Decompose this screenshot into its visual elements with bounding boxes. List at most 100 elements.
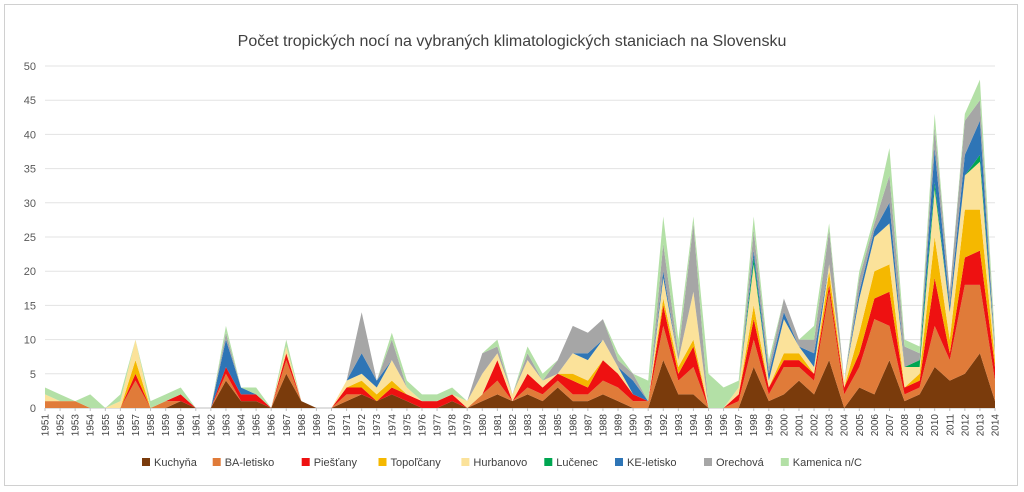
x-tick-label: 1980 (478, 414, 489, 437)
legend-label-3: Topoľčany (391, 457, 442, 469)
series-area-2 (45, 250, 995, 408)
x-tick-label: 1988 (598, 414, 609, 437)
y-tick-label: 25 (24, 232, 36, 244)
x-tick-label: 1957 (131, 414, 142, 437)
x-tick-label: 2007 (885, 414, 896, 437)
y-tick-label: 15 (24, 300, 36, 312)
x-tick-label: 1998 (749, 414, 760, 437)
legend-swatch-1 (212, 458, 221, 466)
x-tick-label: 1968 (297, 414, 308, 437)
x-tick-label: 1954 (86, 414, 97, 437)
x-tick-label: 1974 (387, 414, 398, 437)
legend-swatch-0 (142, 458, 150, 466)
legend-label-5: Lučenec (556, 457, 598, 469)
y-tick-label: 0 (30, 403, 36, 415)
x-tick-label: 2005 (855, 414, 866, 437)
y-tick-label: 50 (24, 61, 36, 73)
x-tick-label: 1984 (538, 414, 549, 437)
y-tick-label: 30 (24, 198, 36, 210)
x-tick-label: 1956 (116, 414, 127, 437)
legend-label-2: Piešťany (314, 457, 358, 469)
y-tick-label: 45 (24, 95, 36, 107)
x-tick-label: 1987 (583, 414, 594, 437)
legend-swatch-2 (301, 458, 310, 466)
x-tick-label: 2000 (779, 414, 790, 437)
x-tick-label: 2013 (975, 414, 986, 437)
x-tick-label: 1996 (719, 414, 730, 437)
x-tick-label: 1958 (146, 414, 157, 437)
x-tick-label: 1967 (282, 414, 293, 437)
x-tick-label: 1953 (71, 414, 82, 437)
x-tick-label: 1981 (493, 414, 504, 437)
legend-label-8: Kamenica n/C (793, 457, 862, 469)
x-tick-label: 1951 (41, 414, 52, 437)
x-tick-label: 2006 (870, 414, 881, 437)
x-tick-label: 1970 (327, 414, 338, 437)
x-tick-label: 1973 (372, 414, 383, 437)
x-tick-label: 1961 (191, 414, 202, 437)
x-tick-label: 1977 (433, 414, 444, 437)
x-tick-label: 1994 (689, 414, 700, 437)
y-tick-label: 40 (24, 129, 36, 141)
x-tick-label: 1963 (221, 414, 232, 437)
x-tick-label: 1995 (704, 414, 715, 437)
legend: Kuchyňa BA-letisko Piešťany Topoľčany Hurban… (142, 457, 862, 469)
legend-swatch-4 (461, 458, 470, 466)
x-tick-label: 1959 (161, 414, 172, 437)
x-tick-label: 1966 (267, 414, 278, 437)
x-tick-label: 1960 (176, 414, 187, 437)
legend-swatch-8 (780, 458, 789, 466)
x-tick-label: 1990 (629, 414, 640, 437)
legend-label-6: KE-letisko (627, 457, 677, 469)
x-tick-label: 1972 (357, 414, 368, 437)
x-tick-label: 1997 (734, 414, 745, 437)
x-tick-label: 1976 (417, 414, 428, 437)
x-tick-label: 2012 (960, 414, 971, 437)
x-tick-label: 2004 (840, 414, 851, 437)
x-tick-label: 1979 (463, 414, 474, 437)
x-tick-label: 1982 (508, 414, 519, 437)
legend-label-7: Orechová (716, 457, 765, 469)
legend-label-0: Kuchyňa (154, 457, 198, 469)
x-tick-label: 1962 (206, 414, 217, 437)
x-tick-label: 1989 (614, 414, 625, 437)
x-tick-label: 2009 (915, 414, 926, 437)
y-tick-label: 10 (24, 335, 36, 347)
x-tick-label: 2010 (930, 414, 941, 437)
x-tick-label: 1991 (644, 414, 655, 437)
x-tick-label: 1975 (402, 414, 413, 437)
legend-swatch-7 (704, 458, 712, 466)
x-tick-label: 1969 (312, 414, 323, 437)
legend-label-4: Hurbanovo (473, 457, 527, 469)
x-tick-label: 1955 (101, 414, 112, 437)
x-tick-label: 1983 (523, 414, 534, 437)
x-tick-label: 2008 (900, 414, 911, 437)
x-axis: 1951 1952 1953 1954 1955 1956 1957 1958 1959 1960… (41, 408, 1002, 436)
series-area-0 (45, 353, 995, 408)
x-tick-label: 2014 (991, 414, 1002, 437)
x-tick-label: 2011 (945, 414, 956, 436)
legend-swatch-3 (378, 458, 387, 466)
x-tick-label: 1993 (674, 414, 685, 437)
y-axis: 0 5 10 15 20 25 30 35 40 45 50 (24, 61, 36, 415)
x-tick-label: 1952 (56, 414, 67, 437)
chart-title: Počet tropických nocí na vybraných klima… (238, 33, 787, 50)
x-tick-label: 1971 (342, 414, 353, 437)
series-area-1 (45, 284, 995, 408)
x-tick-label: 1986 (568, 414, 579, 437)
y-tick-label: 5 (30, 369, 36, 381)
y-tick-label: 20 (24, 266, 36, 278)
legend-swatch-6 (615, 458, 623, 466)
legend-swatch-5 (544, 458, 553, 466)
x-tick-label: 1978 (448, 414, 459, 437)
legend-label-1: BA-letisko (225, 457, 275, 469)
x-tick-label: 1999 (764, 414, 775, 437)
series-areas (45, 79, 995, 409)
x-tick-label: 1965 (252, 414, 263, 437)
x-tick-label: 2002 (810, 414, 821, 437)
x-tick-label: 2003 (825, 414, 836, 437)
x-tick-label: 2001 (794, 414, 805, 437)
x-tick-label: 1985 (553, 414, 564, 437)
y-tick-label: 35 (24, 164, 36, 176)
